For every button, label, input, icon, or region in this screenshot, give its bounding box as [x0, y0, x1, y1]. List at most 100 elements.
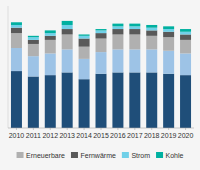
- x-tick-label: 2018: [144, 132, 160, 139]
- bar-segment: [11, 71, 22, 128]
- x-tick: [134, 128, 135, 130]
- legend-swatch: [156, 152, 163, 158]
- bar-segment: [96, 33, 107, 38]
- x-tick-label: 2013: [59, 132, 75, 139]
- x-tick-label: 2016: [110, 132, 126, 139]
- bar-segment: [79, 59, 90, 79]
- bar-segment: [96, 74, 107, 128]
- x-tick: [67, 128, 68, 130]
- bar-segment: [11, 25, 22, 28]
- x-tick-label: 2019: [161, 132, 177, 139]
- bar-segment: [11, 33, 22, 48]
- bar-segment: [28, 76, 39, 128]
- bar-segment: [28, 44, 39, 56]
- bar-segment: [45, 40, 56, 54]
- x-tick-label: 2011: [26, 132, 41, 139]
- legend-label: Strom: [131, 152, 150, 159]
- bar-segment: [45, 30, 56, 33]
- bar-segment: [45, 36, 56, 40]
- bar-segment: [112, 29, 123, 34]
- x-tick: [16, 128, 17, 130]
- x-tick: [117, 128, 118, 130]
- bar-segment: [11, 28, 22, 33]
- x-tick: [151, 128, 152, 130]
- legend-swatch: [17, 152, 24, 158]
- x-tick: [101, 128, 102, 130]
- y-axis-line: [8, 6, 9, 128]
- bar-segment: [112, 34, 123, 49]
- legend-label: Kohle: [166, 152, 184, 159]
- bar-segment: [112, 72, 123, 128]
- background: [0, 0, 200, 170]
- bar-segment: [28, 37, 39, 40]
- bar-segment: [163, 26, 174, 29]
- bar-segment: [28, 56, 39, 76]
- bar-segment: [180, 40, 191, 54]
- bar-segment: [45, 75, 56, 128]
- bar-segment: [163, 37, 174, 51]
- x-tick: [50, 128, 51, 130]
- x-tick-label: 2012: [42, 132, 58, 139]
- bar-segment: [146, 49, 157, 72]
- bar-segment: [112, 24, 123, 27]
- bar-segment: [180, 29, 191, 32]
- bar-segment: [96, 29, 107, 30]
- bar-segment: [146, 28, 157, 31]
- bar-segment: [62, 49, 73, 72]
- bar-segment: [28, 40, 39, 44]
- bar-segment: [62, 29, 73, 34]
- bar-segment: [79, 79, 90, 128]
- bar-segment: [146, 30, 157, 35]
- bar-segment: [11, 22, 22, 25]
- bar-segment: [79, 36, 90, 39]
- bar-segment: [62, 34, 73, 49]
- bar-segment: [28, 36, 39, 37]
- bar-segment: [96, 30, 107, 33]
- bar-segment: [180, 53, 191, 75]
- bar-segment: [129, 29, 140, 34]
- bar-segment: [96, 52, 107, 74]
- bar-segment: [45, 53, 56, 75]
- bar-segment: [163, 29, 174, 32]
- bar-segment: [129, 24, 140, 27]
- x-tick-label: 2014: [76, 132, 92, 139]
- bar-segment: [129, 72, 140, 128]
- bar-segment: [62, 72, 73, 128]
- bar-segment: [62, 21, 73, 25]
- bar-segment: [180, 32, 191, 35]
- bar-segment: [129, 26, 140, 29]
- legend-label: Fernwärme: [80, 152, 116, 159]
- bar-segment: [112, 26, 123, 29]
- x-tick: [84, 128, 85, 130]
- x-tick-label: 2015: [93, 132, 109, 139]
- bar-segment: [146, 36, 157, 50]
- bar-segment: [163, 74, 174, 128]
- x-tick: [33, 128, 34, 130]
- bars: [11, 21, 191, 128]
- x-tick: [185, 128, 186, 130]
- x-tick-label: 2017: [127, 132, 143, 139]
- bar-segment: [79, 47, 90, 59]
- legend-swatch: [71, 152, 78, 158]
- bar-segment: [146, 72, 157, 128]
- legend-label: Erneuerbare: [26, 152, 65, 159]
- chart: 2010201120122013201420152016201720182019…: [0, 0, 200, 170]
- bar-segment: [180, 75, 191, 128]
- bar-segment: [163, 51, 174, 74]
- bar-segment: [129, 34, 140, 49]
- x-tick-label: 2020: [178, 132, 194, 139]
- bar-segment: [163, 32, 174, 37]
- bar-segment: [45, 33, 56, 36]
- legend: Erneuerbare Fernwärme Strom Kohle: [17, 152, 184, 159]
- bar-segment: [112, 49, 123, 72]
- bar-segment: [11, 48, 22, 71]
- bar-segment: [129, 49, 140, 72]
- bar-segment: [79, 34, 90, 35]
- x-tick: [168, 128, 169, 130]
- bar-segment: [62, 25, 73, 29]
- bar-segment: [79, 39, 90, 47]
- bar-segment: [96, 39, 107, 53]
- bar-segment: [146, 25, 157, 28]
- bar-segment: [180, 34, 191, 39]
- x-tick-label: 2010: [9, 132, 25, 139]
